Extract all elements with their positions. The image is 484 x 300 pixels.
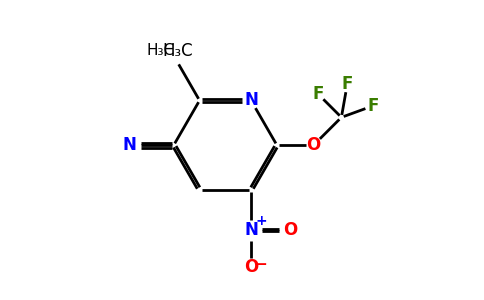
Text: O: O bbox=[244, 258, 258, 276]
Text: O: O bbox=[283, 221, 297, 239]
Text: F: F bbox=[367, 97, 378, 115]
Text: N: N bbox=[244, 221, 258, 239]
Text: −: − bbox=[255, 257, 267, 272]
Text: O: O bbox=[306, 136, 321, 154]
Text: F: F bbox=[342, 76, 353, 94]
Text: +: + bbox=[255, 214, 267, 228]
Text: H₃C: H₃C bbox=[147, 43, 175, 58]
Text: F: F bbox=[312, 85, 323, 103]
Text: H₃C: H₃C bbox=[162, 42, 193, 60]
Text: N: N bbox=[122, 136, 136, 154]
Text: N: N bbox=[244, 92, 258, 110]
